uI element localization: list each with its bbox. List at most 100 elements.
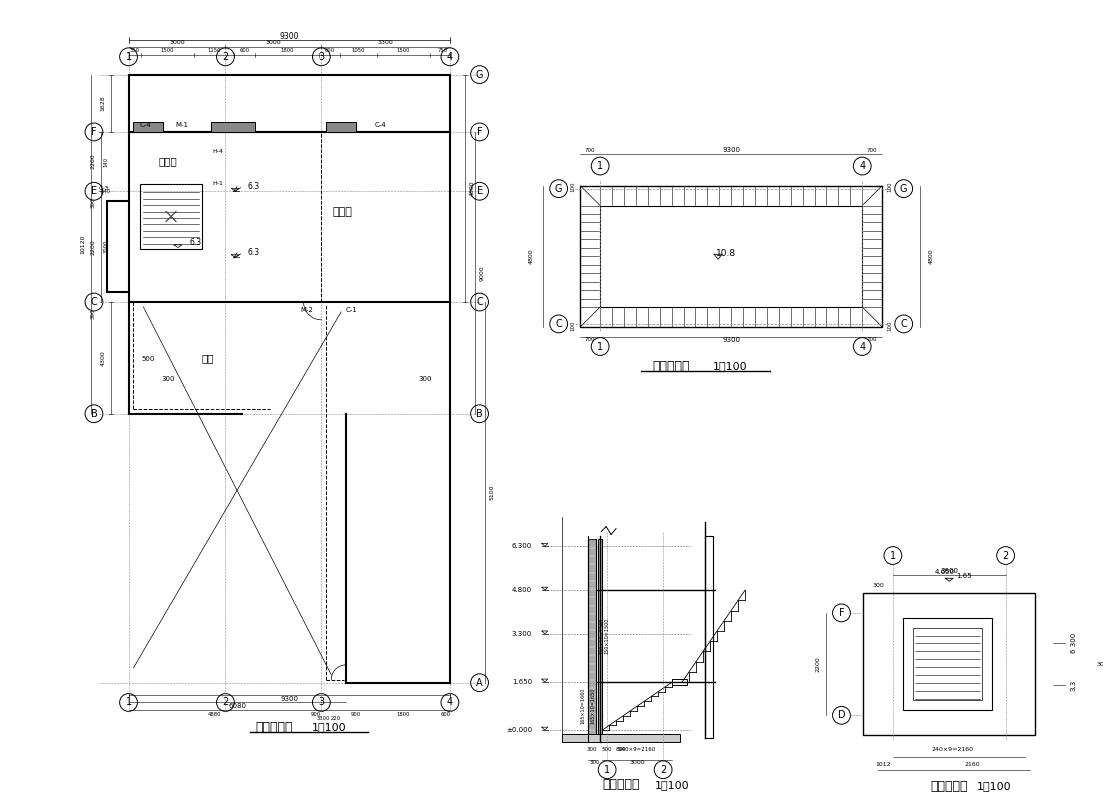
Text: H-1: H-1 (212, 181, 223, 186)
Text: 3000: 3000 (104, 240, 108, 253)
Bar (600, 205, 863, 307)
Text: C: C (476, 297, 483, 307)
Text: 1：100: 1：100 (655, 780, 689, 790)
Text: 500: 500 (602, 748, 612, 753)
Text: 2: 2 (660, 764, 666, 775)
Text: 1150: 1150 (207, 48, 221, 53)
Text: E: E (90, 186, 97, 196)
Text: 9000: 9000 (480, 265, 485, 281)
Text: A: A (476, 678, 483, 688)
Text: 6.3: 6.3 (190, 238, 202, 247)
Text: 860: 860 (615, 748, 627, 753)
Bar (902, 618, 992, 711)
Bar (705, 537, 713, 738)
Text: 240×9=2160: 240×9=2160 (931, 748, 973, 753)
Text: 300: 300 (590, 760, 600, 765)
Text: 4.650: 4.650 (934, 569, 954, 576)
Bar (211, 122, 255, 132)
Text: 4: 4 (447, 52, 453, 62)
Text: C-4: C-4 (375, 122, 386, 128)
Text: 165×10=1660: 165×10=1660 (580, 688, 586, 724)
Text: 2200: 2200 (90, 239, 96, 255)
Text: 3000: 3000 (169, 40, 185, 45)
Text: H-4: H-4 (212, 149, 223, 154)
Text: 100: 100 (570, 182, 575, 193)
Text: 9300: 9300 (722, 336, 740, 343)
Text: 600: 600 (239, 48, 249, 53)
Text: F: F (476, 127, 482, 137)
Text: M-2: M-2 (300, 307, 313, 313)
Bar (580, 186, 882, 327)
Text: G: G (555, 184, 563, 193)
Text: 3000: 3000 (630, 760, 645, 765)
Text: 1: 1 (604, 764, 610, 775)
Text: C: C (90, 297, 97, 307)
Text: 屋顶平面图: 屋顶平面图 (652, 360, 689, 373)
Text: 4800: 4800 (470, 181, 475, 196)
Text: 500: 500 (141, 356, 156, 362)
Text: 300: 300 (1096, 661, 1103, 667)
Text: 1050: 1050 (352, 48, 365, 53)
Text: 240×9=2160: 240×9=2160 (619, 748, 656, 753)
Text: C-1: C-1 (345, 307, 357, 313)
Text: 4800: 4800 (929, 248, 934, 264)
Text: 1.65: 1.65 (956, 573, 972, 580)
Bar (133, 122, 163, 132)
Text: 2200: 2200 (815, 657, 821, 672)
Text: 6.3: 6.3 (247, 248, 259, 257)
Text: 1: 1 (126, 698, 131, 707)
Text: 6 300: 6 300 (1071, 633, 1077, 653)
Text: 3000: 3000 (266, 40, 281, 45)
Text: 140: 140 (100, 189, 111, 193)
Text: 700: 700 (867, 337, 877, 342)
Text: 700: 700 (867, 147, 877, 153)
Text: 6.3: 6.3 (247, 182, 259, 191)
Text: 3000: 3000 (940, 569, 959, 574)
Text: C: C (900, 319, 907, 329)
Text: 6080: 6080 (228, 703, 246, 710)
Text: 1800: 1800 (396, 712, 410, 717)
Text: 150×10=1500: 150×10=1500 (604, 618, 610, 654)
Text: 2: 2 (223, 52, 228, 62)
Text: 140: 140 (104, 156, 108, 167)
Text: 2200: 2200 (90, 154, 96, 170)
Text: F: F (92, 127, 97, 137)
Text: F: F (838, 608, 844, 618)
Text: 165×10=1650: 165×10=1650 (590, 688, 596, 724)
Text: 220: 220 (331, 716, 341, 721)
Bar (129, 75, 450, 132)
Text: 300: 300 (161, 376, 175, 382)
Bar (864, 593, 1036, 735)
Text: B: B (90, 408, 97, 419)
Text: 4800: 4800 (528, 248, 534, 264)
Text: 1800: 1800 (280, 48, 293, 53)
Text: 100: 100 (570, 320, 575, 331)
Text: 900: 900 (351, 712, 361, 717)
Text: 2: 2 (1003, 550, 1009, 561)
Text: 1: 1 (597, 161, 603, 171)
Text: 1500: 1500 (161, 48, 174, 53)
Text: B: B (476, 408, 483, 419)
Bar (140, 184, 202, 249)
Text: 300: 300 (587, 748, 598, 753)
Text: 10.8: 10.8 (716, 249, 736, 258)
Text: 3: 3 (319, 698, 324, 707)
Text: D: D (837, 711, 845, 720)
Text: 300: 300 (418, 376, 432, 382)
Text: M-1: M-1 (175, 122, 189, 128)
Text: 300: 300 (872, 583, 884, 588)
Text: C-4: C-4 (140, 122, 151, 128)
Text: 700: 700 (585, 337, 596, 342)
Text: 5100: 5100 (490, 485, 495, 500)
Text: 9300: 9300 (280, 695, 298, 702)
Text: G: G (900, 184, 908, 193)
Text: 储物室: 储物室 (159, 156, 178, 167)
Text: 1500: 1500 (396, 48, 410, 53)
Text: C-3: C-3 (98, 186, 109, 191)
Text: 3.3: 3.3 (1071, 680, 1077, 691)
Bar (561, 734, 681, 742)
Text: 4300: 4300 (100, 350, 105, 366)
Text: 9300: 9300 (722, 147, 740, 153)
Text: 活动室: 活动室 (333, 207, 353, 217)
Text: 390: 390 (90, 308, 96, 319)
